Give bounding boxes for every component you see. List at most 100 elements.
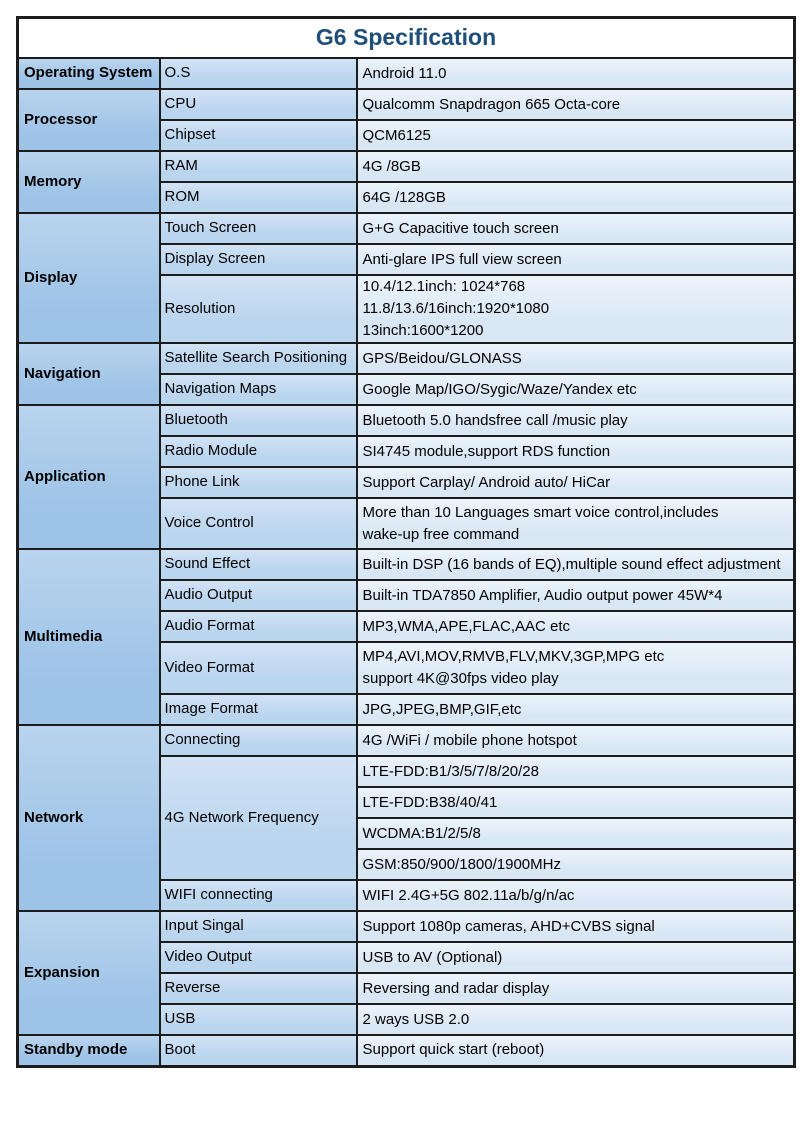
spec-row: Standby mode Boot Support quick start (r… — [16, 1034, 796, 1067]
spec-row: Memory RAM 4G /8GB — [16, 150, 796, 214]
spec-label: Video Output — [158, 941, 358, 974]
spec-row: Video Output USB to AV (Optional) — [18, 941, 796, 974]
category-expansion: Expansion — [16, 910, 161, 1036]
category-processor: Processor — [16, 88, 161, 152]
spec-row: Reverse Reversing and radar display — [18, 972, 796, 1005]
spec-label: Video Format — [158, 641, 358, 695]
spec-value: Android 11.0 — [355, 57, 796, 90]
spec-label: CPU — [158, 88, 358, 121]
spec-value: 2 ways USB 2.0 — [355, 1003, 796, 1036]
category-navigation: Navigation — [16, 342, 161, 406]
spec-label: Image Format — [158, 693, 358, 726]
spec-label: Reverse — [158, 972, 358, 1005]
spec-value: Bluetooth 5.0 handsfree call /music play — [355, 404, 796, 437]
spec-row: Voice Control More than 10 Languages sma… — [18, 497, 796, 550]
spec-value: MP3,WMA,APE,FLAC,AAC etc — [355, 610, 796, 643]
spec-row: Audio Format MP3,WMA,APE,FLAC,AAC etc — [18, 610, 796, 643]
spec-row: Audio Output Built-in TDA7850 Amplifier,… — [18, 579, 796, 612]
spec-row: Phone Link Support Carplay/ Android auto… — [18, 466, 796, 499]
spec-row: Navigation Maps Google Map/IGO/Sygic/Waz… — [18, 373, 796, 406]
spec-label: Radio Module — [158, 435, 358, 468]
spec-value: Qualcomm Snapdragon 665 Octa-core — [355, 88, 796, 121]
spec-value: Reversing and radar display — [355, 972, 796, 1005]
spec-value: Google Map/IGO/Sygic/Waze/Yandex etc — [355, 373, 796, 406]
spec-label: WIFI connecting — [158, 879, 358, 912]
spec-label: Boot — [158, 1034, 358, 1067]
spec-label: O.S — [158, 57, 358, 90]
spec-value: Built-in DSP (16 bands of EQ),multiple s… — [355, 548, 796, 581]
spec-row: Processor CPU Qualcomm Snapdragon 665 Oc… — [16, 88, 796, 152]
spec-value: WCDMA:B1/2/5/8 — [355, 817, 796, 850]
spec-value: USB to AV (Optional) — [355, 941, 796, 974]
spec-label: Phone Link — [158, 466, 358, 499]
spec-row: Network Connecting 4G /WiFi / mobile pho… — [16, 724, 796, 912]
spec-row: WCDMA:B1/2/5/8 — [18, 817, 796, 850]
spec-value: Support 1080p cameras, AHD+CVBS signal — [355, 910, 796, 943]
spec-row: Display Touch Screen G+G Capacitive touc… — [16, 212, 796, 344]
spec-label: Touch Screen — [158, 212, 358, 245]
spec-label: Navigation Maps — [158, 373, 358, 406]
spec-label: Display Screen — [158, 243, 358, 276]
spec-value: LTE-FDD:B38/40/41 — [355, 786, 796, 819]
spec-row: USB 2 ways USB 2.0 — [18, 1003, 796, 1036]
spec-label: Chipset — [158, 119, 358, 152]
spec-value: GSM:850/900/1800/1900MHz — [355, 848, 796, 881]
spec-value: GPS/Beidou/GLONASS — [355, 342, 796, 375]
category-operating-system: Operating System — [16, 57, 161, 90]
category-standby-mode: Standby mode — [16, 1034, 161, 1067]
spec-value: Built-in TDA7850 Amplifier, Audio output… — [355, 579, 796, 612]
spec-value: JPG,JPEG,BMP,GIF,etc — [355, 693, 796, 726]
spec-row: 4G Network Frequency LTE-FDD:B1/3/5/7/8/… — [18, 755, 796, 881]
spec-label: Voice Control — [158, 497, 358, 550]
spec-row: GSM:850/900/1800/1900MHz — [18, 848, 796, 881]
page-title: G6 Specification — [16, 16, 796, 59]
spec-value: LTE-FDD:B1/3/5/7/8/20/28 — [355, 755, 796, 788]
spec-value: 4G /WiFi / mobile phone hotspot — [355, 724, 796, 757]
spec-row: Application Bluetooth Bluetooth 5.0 hand… — [16, 404, 796, 550]
category-network: Network — [16, 724, 161, 912]
title-row: G6 Specification — [16, 16, 796, 59]
spec-label: Connecting — [158, 724, 358, 757]
spec-value: More than 10 Languages smart voice contr… — [355, 497, 796, 550]
spec-value: 10.4/12.1inch: 1024*768 11.8/13.6/16inch… — [355, 274, 796, 344]
spec-row: Display Screen Anti-glare IPS full view … — [18, 243, 796, 276]
spec-label: Audio Output — [158, 579, 358, 612]
category-application: Application — [16, 404, 161, 550]
spec-row: WIFI connecting WIFI 2.4G+5G 802.11a/b/g… — [18, 879, 796, 912]
spec-label: Audio Format — [158, 610, 358, 643]
category-display: Display — [16, 212, 161, 344]
spec-label: Input Singal — [158, 910, 358, 943]
spec-row: Radio Module SI4745 module,support RDS f… — [18, 435, 796, 468]
spec-value: Support quick start (reboot) — [355, 1034, 796, 1067]
spec-value: Anti-glare IPS full view screen — [355, 243, 796, 276]
spec-label: RAM — [158, 150, 358, 183]
spec-row: Image Format JPG,JPEG,BMP,GIF,etc — [18, 693, 796, 726]
spec-label: Resolution — [158, 274, 358, 344]
spec-value: 64G /128GB — [355, 181, 796, 214]
spec-label: Bluetooth — [158, 404, 358, 437]
spec-row: LTE-FDD:B38/40/41 — [18, 786, 796, 819]
spec-value: MP4,AVI,MOV,RMVB,FLV,MKV,3GP,MPG etc sup… — [355, 641, 796, 695]
spec-row: Video Format MP4,AVI,MOV,RMVB,FLV,MKV,3G… — [18, 641, 796, 695]
spec-value: WIFI 2.4G+5G 802.11a/b/g/n/ac — [355, 879, 796, 912]
spec-label: Satellite Search Positioning — [158, 342, 358, 375]
spec-row: Resolution 10.4/12.1inch: 1024*768 11.8/… — [18, 274, 796, 344]
spec-value: 4G /8GB — [355, 150, 796, 183]
spec-value: G+G Capacitive touch screen — [355, 212, 796, 245]
spec-label: USB — [158, 1003, 358, 1036]
spec-label: Sound Effect — [158, 548, 358, 581]
spec-value: SI4745 module,support RDS function — [355, 435, 796, 468]
specification-table: G6 Specification Operating System O.S An… — [16, 16, 797, 1068]
spec-row: Chipset QCM6125 — [18, 119, 796, 152]
spec-row: Operating System O.S Android 11.0 — [16, 57, 796, 90]
spec-row: ROM 64G /128GB — [18, 181, 796, 214]
spec-row: Multimedia Sound Effect Built-in DSP (16… — [16, 548, 796, 726]
spec-label-4g-network-frequency: 4G Network Frequency — [158, 755, 358, 881]
category-memory: Memory — [16, 150, 161, 214]
spec-row: Expansion Input Singal Support 1080p cam… — [16, 910, 796, 1036]
spec-value: Support Carplay/ Android auto/ HiCar — [355, 466, 796, 499]
category-multimedia: Multimedia — [16, 548, 161, 726]
spec-value: QCM6125 — [355, 119, 796, 152]
spec-row: Navigation Satellite Search Positioning … — [16, 342, 796, 406]
spec-label: ROM — [158, 181, 358, 214]
